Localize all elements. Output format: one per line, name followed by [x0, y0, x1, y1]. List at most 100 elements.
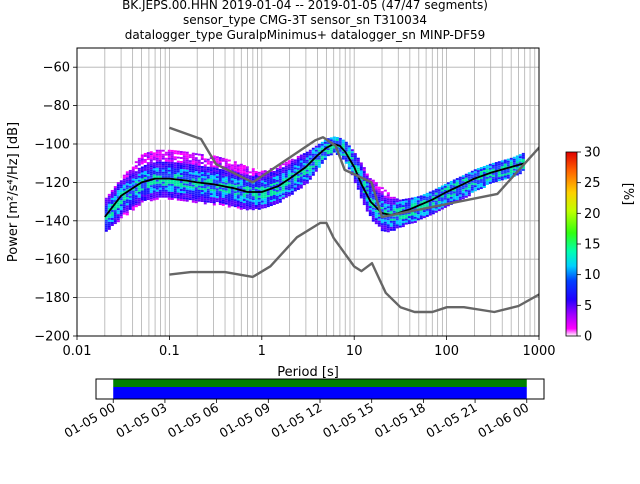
density-cell [416, 214, 420, 217]
density-cell [395, 198, 399, 201]
density-cell [374, 186, 378, 189]
density-cell [146, 172, 150, 175]
density-cell [497, 177, 501, 180]
density-cell [194, 177, 198, 180]
density-cell [425, 212, 429, 215]
density-cell [287, 184, 291, 187]
density-cell [284, 181, 288, 184]
density-cell [260, 192, 264, 195]
density-cell [143, 176, 147, 179]
density-cell [242, 187, 246, 190]
density-cell [407, 216, 411, 219]
density-cell [179, 186, 183, 189]
density-cell [128, 181, 132, 184]
density-cell [329, 147, 333, 150]
density-cell [155, 149, 159, 152]
density-cell [194, 201, 198, 204]
density-cell [146, 198, 150, 201]
density-cell [161, 171, 165, 174]
density-cell [164, 193, 168, 196]
density-cell [380, 197, 384, 200]
density-cell [227, 203, 231, 206]
density-cell [227, 171, 231, 174]
density-cell [167, 155, 171, 158]
density-cell [521, 158, 525, 161]
density-cell [170, 155, 174, 158]
density-cell [383, 227, 387, 230]
density-cell [500, 162, 504, 165]
density-cell [203, 194, 207, 197]
density-cell [173, 184, 177, 187]
density-cell [143, 160, 147, 163]
density-cell [419, 215, 423, 218]
density-cell [209, 191, 213, 194]
density-cell [110, 195, 114, 198]
density-cell [167, 179, 171, 182]
density-cell [110, 221, 114, 224]
density-cell [143, 162, 147, 165]
density-cell [173, 190, 177, 193]
density-cell [371, 191, 375, 194]
density-cell [218, 173, 222, 176]
density-cell [170, 149, 174, 152]
density-cell [305, 169, 309, 172]
density-cell [236, 190, 240, 193]
density-cell [137, 167, 141, 170]
density-cell [242, 195, 246, 198]
density-cell [353, 155, 357, 158]
density-cell [182, 151, 186, 154]
density-cell [260, 196, 264, 199]
density-cell [233, 195, 237, 198]
density-cell [236, 184, 240, 187]
density-cell [128, 195, 132, 198]
density-cell [404, 200, 408, 203]
x-axis-label: Period [s] [277, 365, 339, 380]
density-cell [383, 199, 387, 202]
noise-model-high-line [168, 126, 539, 219]
density-cell [203, 162, 207, 165]
density-cell [371, 199, 375, 202]
density-cell [137, 157, 141, 160]
density-cell [440, 195, 444, 198]
density-cell [251, 170, 255, 173]
density-cell [146, 182, 150, 185]
density-cell [350, 167, 354, 170]
density-cell [275, 191, 279, 194]
density-cell [302, 179, 306, 182]
density-cell [134, 195, 138, 198]
density-cell [362, 173, 366, 176]
density-cell [155, 173, 159, 176]
density-cell [128, 197, 132, 200]
density-cell [131, 184, 135, 187]
density-cell [164, 171, 168, 174]
density-cell [383, 193, 387, 196]
density-cell [104, 219, 108, 222]
density-cell [386, 212, 390, 215]
density-cell [119, 216, 123, 219]
density-cell [149, 199, 153, 202]
density-cell [509, 169, 513, 172]
density-cell [362, 201, 366, 204]
density-cell [266, 197, 270, 200]
density-cell [452, 195, 456, 198]
density-cell [482, 169, 486, 172]
density-cell [503, 169, 507, 172]
density-cell [296, 183, 300, 186]
colorbar [565, 151, 578, 337]
density-cell [383, 223, 387, 226]
density-cell [122, 194, 126, 197]
density-cell [206, 162, 210, 165]
density-cell [269, 174, 273, 177]
density-cell [245, 204, 249, 207]
density-cell [389, 194, 393, 197]
density-cell [419, 217, 423, 220]
density-cell [386, 218, 390, 221]
density-cell [191, 198, 195, 201]
density-cell [470, 182, 474, 185]
density-cell [413, 204, 417, 207]
density-cell [284, 193, 288, 196]
density-cell [437, 193, 441, 196]
density-cell [494, 180, 498, 183]
density-cell [473, 187, 477, 190]
